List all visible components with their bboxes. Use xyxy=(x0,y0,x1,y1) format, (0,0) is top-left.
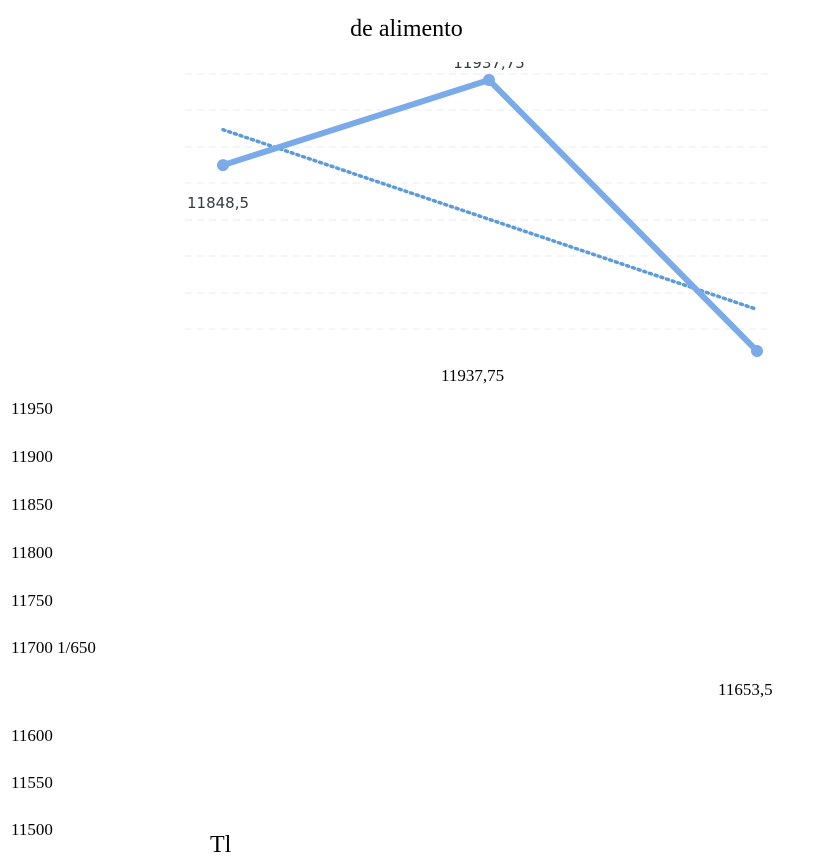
data-label-1: 11937,75 xyxy=(453,54,525,72)
line-chart: 11848,5 11937,75 xyxy=(185,54,770,357)
series-line xyxy=(220,77,760,354)
y-tick-2: 11850 xyxy=(11,495,53,514)
data-point-0 xyxy=(217,159,229,172)
y-tick-1: 11900 xyxy=(11,447,53,466)
data-label-2: 11937,75 xyxy=(441,366,505,385)
y-tick-4: 11750 xyxy=(11,591,53,610)
y-tick-3: 11800 xyxy=(11,543,53,562)
y-tick-7: 11550 xyxy=(11,773,53,792)
y-tick-6: 11600 xyxy=(11,726,53,745)
data-label-3: 11653,5 xyxy=(718,680,773,699)
data-label-0: 11848,5 xyxy=(187,194,249,212)
data-point-1 xyxy=(483,74,495,86)
data-point-2 xyxy=(751,345,763,357)
trendline xyxy=(221,127,759,312)
footer-text: Tl xyxy=(210,832,232,858)
gridlines xyxy=(185,73,770,330)
y-tick-0: 11950 xyxy=(11,399,53,418)
chart-title: de alimento xyxy=(350,16,463,42)
y-tick-5: 11700 1/650 xyxy=(11,638,96,657)
y-tick-8: 11500 xyxy=(11,820,53,839)
